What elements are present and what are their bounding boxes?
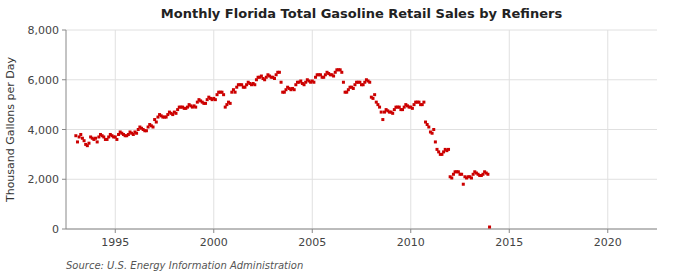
grid-line bbox=[66, 179, 657, 180]
source-note: Source: U.S. Energy Information Administ… bbox=[66, 260, 303, 271]
point bbox=[368, 81, 371, 84]
point bbox=[155, 121, 158, 124]
point bbox=[135, 132, 138, 135]
point bbox=[371, 97, 374, 100]
tick-label: 2,000 bbox=[28, 173, 60, 186]
tick-label: 1995 bbox=[101, 236, 129, 249]
point bbox=[427, 126, 430, 129]
grid-line bbox=[66, 129, 657, 130]
tick-mark bbox=[62, 30, 66, 31]
point bbox=[470, 177, 473, 180]
point bbox=[229, 102, 232, 105]
point bbox=[253, 83, 256, 86]
title: Monthly Florida Total Gasoline Retail Sa… bbox=[161, 6, 563, 21]
tick-mark bbox=[62, 229, 66, 230]
grid-line bbox=[312, 30, 313, 229]
point bbox=[83, 139, 86, 142]
grid-line bbox=[66, 229, 657, 230]
point bbox=[462, 183, 465, 186]
tick-mark bbox=[62, 179, 66, 180]
x-axis-line bbox=[66, 229, 657, 230]
point bbox=[432, 128, 435, 131]
grid-line bbox=[410, 30, 411, 229]
point bbox=[280, 81, 283, 84]
tick-mark bbox=[213, 229, 214, 233]
tick-mark bbox=[115, 229, 116, 233]
grid-line bbox=[509, 30, 510, 229]
y-axis-line bbox=[66, 30, 67, 229]
point bbox=[94, 137, 97, 140]
point bbox=[488, 226, 491, 229]
point bbox=[278, 71, 281, 74]
point bbox=[422, 101, 425, 104]
chart: Monthly Florida Total Gasoline Retail Sa… bbox=[0, 0, 675, 275]
point bbox=[450, 177, 453, 180]
tick-label: 2015 bbox=[495, 236, 523, 249]
point bbox=[87, 142, 90, 145]
point bbox=[332, 75, 335, 78]
point bbox=[115, 138, 118, 141]
tick-mark bbox=[410, 229, 411, 233]
point bbox=[373, 93, 376, 96]
grid-line bbox=[66, 79, 657, 80]
point bbox=[152, 126, 155, 129]
point bbox=[434, 140, 437, 143]
tick-mark bbox=[509, 229, 510, 233]
grid-line bbox=[213, 30, 214, 229]
point bbox=[234, 91, 237, 94]
tick-label: 0 bbox=[52, 223, 59, 236]
tick-label: 8,000 bbox=[28, 24, 60, 37]
point bbox=[174, 112, 177, 115]
tick-mark bbox=[62, 79, 66, 80]
point bbox=[352, 87, 355, 90]
y-axis-label: Thousand Gallons per Day bbox=[4, 56, 17, 203]
point bbox=[391, 112, 394, 115]
tick-label: 2020 bbox=[594, 236, 622, 249]
point bbox=[145, 129, 148, 132]
grid-line bbox=[66, 30, 657, 31]
point bbox=[381, 118, 384, 121]
point bbox=[204, 102, 207, 105]
point bbox=[411, 107, 414, 110]
point bbox=[273, 77, 276, 80]
tick-label: 4,000 bbox=[28, 124, 60, 137]
point bbox=[431, 132, 434, 135]
points bbox=[74, 68, 491, 228]
point bbox=[340, 71, 343, 74]
point bbox=[79, 133, 82, 136]
point bbox=[222, 93, 225, 96]
axes: 0 2,000 4,000 6,000 8,000 1995 2000 2005 2010 201… bbox=[28, 24, 658, 249]
point bbox=[96, 140, 99, 143]
tick-mark bbox=[607, 229, 608, 233]
point bbox=[342, 81, 345, 84]
point bbox=[293, 88, 296, 91]
tick-label: 6,000 bbox=[28, 74, 60, 87]
point bbox=[380, 111, 383, 114]
point bbox=[74, 134, 77, 137]
tick-label: 2005 bbox=[298, 236, 326, 249]
tick-label: 2000 bbox=[200, 236, 228, 249]
point bbox=[194, 106, 197, 109]
tick-mark bbox=[62, 129, 66, 130]
point bbox=[460, 173, 463, 176]
point bbox=[378, 106, 381, 109]
point bbox=[312, 81, 315, 84]
point bbox=[486, 173, 489, 176]
point bbox=[447, 148, 450, 151]
grid-line bbox=[607, 30, 608, 229]
grid bbox=[66, 30, 657, 229]
point bbox=[214, 98, 217, 101]
point bbox=[76, 140, 79, 143]
grid-line bbox=[115, 30, 116, 229]
tick-mark bbox=[312, 229, 313, 233]
tick-label: 2010 bbox=[397, 236, 425, 249]
